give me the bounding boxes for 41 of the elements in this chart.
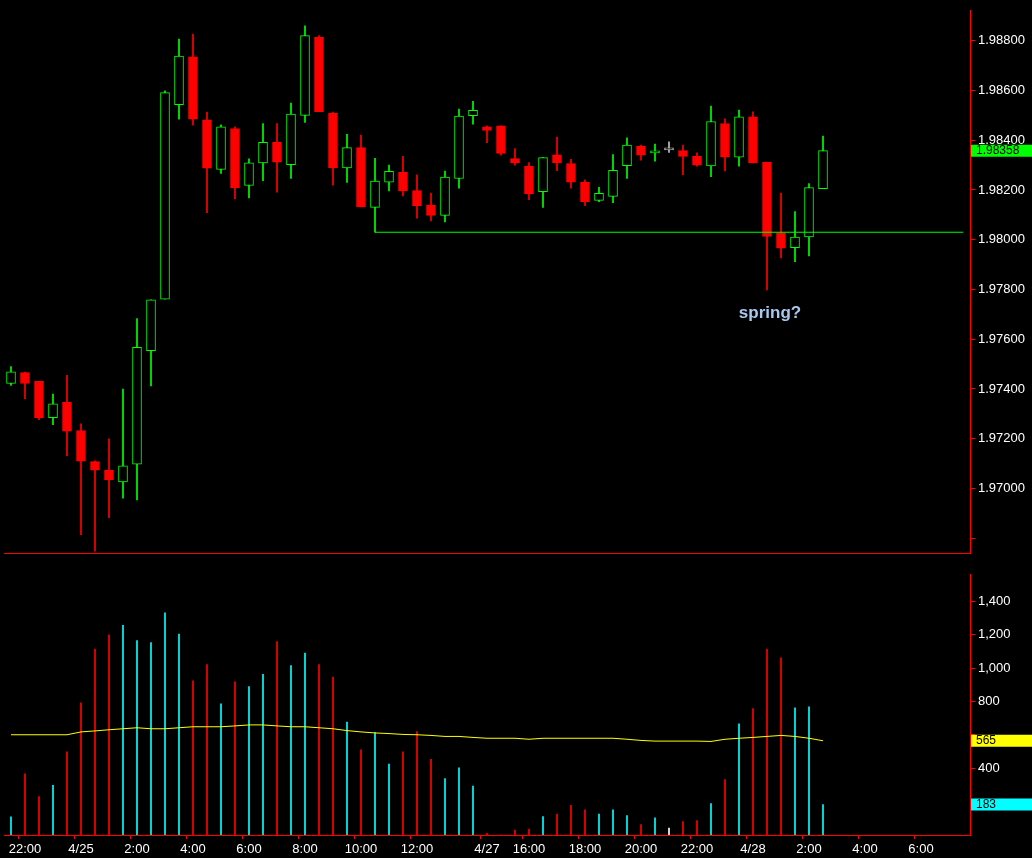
x-tick-label: 4/27 xyxy=(474,841,500,857)
y-tick-label: 1,200 xyxy=(978,626,1011,642)
x-tick-label: 20:00 xyxy=(624,841,658,857)
x-tick-label: 8:00 xyxy=(292,841,318,857)
candlestick xyxy=(119,388,127,499)
y-tick-label: 1.98800 xyxy=(978,32,1025,48)
x-tick-label: 4:00 xyxy=(180,841,206,857)
x-tick-label: 2:00 xyxy=(796,841,822,857)
candlestick xyxy=(468,101,478,125)
text: 565 xyxy=(976,733,997,748)
y-tick-label: 1.97600 xyxy=(978,330,1025,346)
x-tick-label: 22:00 xyxy=(8,841,42,857)
x-tick-label: 12:00 xyxy=(400,841,434,857)
annotation: spring? xyxy=(738,303,802,323)
y-tick-label: 1.97800 xyxy=(978,281,1025,297)
candlestick xyxy=(482,125,492,143)
y-tick-label: 1.98000 xyxy=(978,231,1025,247)
y-tick-label: 1.98200 xyxy=(978,181,1025,197)
x-tick-label: 6:00 xyxy=(236,841,262,857)
x-tick-label: 22:00 xyxy=(680,841,714,857)
x-tick-label: 4:00 xyxy=(852,841,878,857)
candlestick xyxy=(776,192,786,259)
x-tick-label: 2:00 xyxy=(124,841,150,857)
y-tick-label: 1,000 xyxy=(978,659,1011,675)
y-tick-label: 800 xyxy=(978,693,1000,709)
x-tick-label: 4/25 xyxy=(68,841,94,857)
x-tick-label: 4/28 xyxy=(740,841,766,857)
y-tick-label: 1.97200 xyxy=(978,430,1025,446)
text: 183 xyxy=(976,796,997,811)
y-tick-label: 1,400 xyxy=(978,593,1011,609)
y-tick-label: 1.98600 xyxy=(978,82,1025,97)
candlestick xyxy=(104,438,114,518)
y-tick-label: 1.97400 xyxy=(978,380,1025,396)
x-tick-label: 10:00 xyxy=(344,841,378,857)
candlestick xyxy=(678,144,688,176)
x-tick-label: 6:00 xyxy=(908,841,934,857)
y-tick-label: 1.97000 xyxy=(978,480,1025,496)
x-tick-label: 18:00 xyxy=(568,841,602,857)
candlestick xyxy=(552,136,562,172)
y-tick-label: 400 xyxy=(978,759,1000,775)
x-tick-label: 16:00 xyxy=(512,841,546,857)
